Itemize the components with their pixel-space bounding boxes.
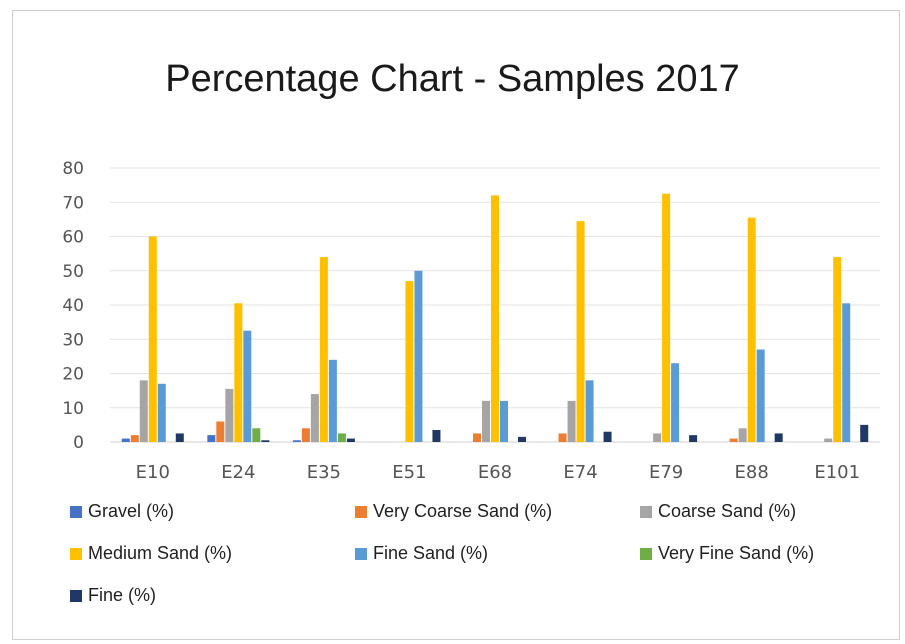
bar — [747, 217, 756, 442]
bar — [337, 433, 346, 442]
legend-label: Medium Sand (%) — [88, 543, 233, 563]
bar — [756, 349, 765, 442]
y-tick-label: 80 — [62, 159, 84, 179]
bar — [833, 257, 842, 442]
bar — [175, 433, 184, 442]
x-tick-label: E79 — [649, 462, 683, 483]
legend-label: Fine Sand (%) — [373, 543, 489, 563]
bar — [729, 438, 738, 442]
bar — [414, 270, 423, 442]
bar — [432, 430, 441, 442]
y-tick-label: 10 — [62, 399, 84, 419]
bar — [585, 380, 594, 442]
bar — [328, 359, 337, 442]
x-tick-label: E10 — [136, 462, 170, 483]
bar — [301, 428, 310, 442]
bar — [603, 431, 612, 442]
bar — [653, 433, 662, 442]
bar — [346, 438, 355, 442]
legend-item: Gravel (%) — [70, 501, 174, 522]
legend-item: Coarse Sand (%) — [640, 501, 796, 522]
x-tick-label: E24 — [221, 462, 255, 483]
bar — [671, 363, 680, 442]
bar — [482, 400, 490, 442]
bar — [121, 438, 130, 442]
bar — [252, 428, 261, 442]
x-tick-label: E101 — [814, 462, 860, 483]
bar — [148, 236, 157, 442]
legend-label: Very Fine Sand (%) — [658, 543, 815, 563]
y-tick-label: 0 — [73, 433, 84, 453]
bar — [689, 435, 698, 442]
bar — [319, 257, 328, 442]
legend-item: Fine Sand (%) — [355, 543, 488, 564]
legend-swatch — [70, 505, 82, 518]
bar — [842, 303, 851, 442]
legend-swatch — [640, 547, 652, 560]
x-tick-label: E51 — [392, 462, 426, 483]
legend-label: Very Coarse Sand (%) — [373, 501, 553, 521]
legend-label: Coarse Sand (%) — [658, 501, 797, 521]
bar — [261, 440, 270, 442]
bar — [130, 435, 139, 442]
x-tick-label: E35 — [307, 462, 341, 483]
chart-title: Percentage Chart - Samples 2017 — [165, 58, 740, 100]
bar — [774, 433, 783, 442]
legend-swatch — [355, 547, 367, 560]
bar — [234, 303, 243, 442]
x-tick-label: E68 — [478, 462, 512, 483]
legend-swatch — [70, 547, 82, 560]
bar — [738, 428, 747, 442]
y-tick-label: 60 — [62, 228, 84, 248]
y-tick-label: 50 — [62, 262, 84, 282]
bar — [558, 433, 567, 442]
bar — [567, 400, 576, 442]
y-tick-label: 30 — [62, 330, 84, 350]
y-tick-label: 70 — [62, 193, 84, 213]
bar — [824, 438, 833, 442]
legend-swatch — [70, 589, 82, 602]
bar — [860, 424, 869, 442]
legend-item: Fine (%) — [70, 585, 156, 606]
y-tick-label: 20 — [62, 365, 84, 385]
bar — [157, 383, 166, 442]
bar — [576, 221, 585, 442]
bar — [518, 436, 526, 442]
legend-label: Gravel (%) — [88, 501, 175, 521]
bar — [473, 433, 481, 442]
legend-swatch — [640, 505, 652, 518]
bar — [491, 195, 499, 442]
bar — [500, 400, 508, 442]
legend-swatch — [355, 505, 367, 518]
y-tick-label: 40 — [62, 296, 84, 316]
bar — [405, 281, 414, 442]
x-tick-label: E88 — [735, 462, 769, 483]
bar — [310, 394, 319, 442]
bar — [207, 435, 216, 442]
bar — [225, 388, 234, 442]
legend-item: Very Coarse Sand (%) — [355, 501, 552, 522]
bar — [243, 330, 252, 442]
bar — [662, 193, 671, 442]
bar — [292, 440, 301, 442]
bar — [216, 421, 225, 442]
bar — [139, 380, 148, 442]
legend-label: Fine (%) — [88, 585, 157, 605]
x-tick-label: E74 — [563, 462, 597, 483]
legend-item: Medium Sand (%) — [70, 543, 232, 564]
legend-item: Very Fine Sand (%) — [640, 543, 814, 564]
